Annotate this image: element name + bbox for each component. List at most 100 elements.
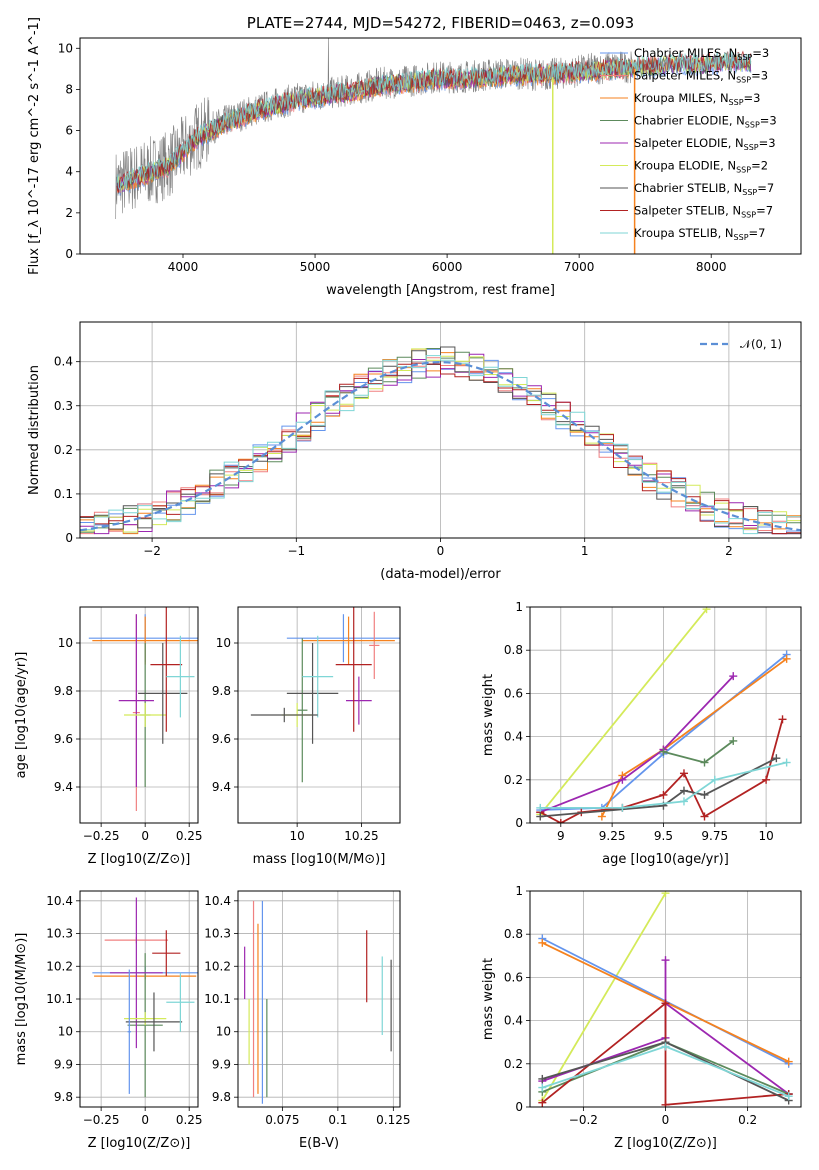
- spectrum-ylabel: Flux [f_λ 10^-17 erg cm^-2 s^-1 A^-1]: [27, 17, 42, 275]
- residuals-ytick-label: 0.4: [54, 355, 73, 369]
- mw_vs_z-xlabel: Z [log10(Z/Z⊙)]: [614, 1136, 717, 1151]
- spectrum-legend-label: Kroupa STELIB, NSSP=7: [634, 226, 765, 242]
- age_vs_z-frame: [79, 606, 199, 824]
- mass_vs_ebv-ytick-label: 10.2: [204, 959, 231, 973]
- mass_vs_ebv-ytick-label: 10.4: [204, 894, 231, 908]
- age_vs_mass-ytick-label: 9.8: [212, 684, 231, 698]
- spectrum-xtick-label: 5000: [300, 260, 331, 274]
- mass_vs_ebv-ytick-label: 10.1: [204, 992, 231, 1006]
- mass_vs_z-ytick-label: 9.9: [54, 1057, 73, 1071]
- mass_vs_z-ylabel: mass [log10(M/M⊙)]: [14, 933, 29, 1066]
- mw_vs_age-xtick-label: 9: [557, 829, 565, 843]
- mw_vs_age-ytick-label: 0.4: [504, 730, 523, 744]
- mw_vs_z-ylabel: mass weight: [481, 958, 496, 1040]
- mass_vs_z-ytick-label: 10: [58, 1025, 73, 1039]
- residuals-ytick-label: 0.3: [54, 399, 73, 413]
- mw_vs_age-ylabel: mass weight: [481, 674, 496, 756]
- spectrum-legend-label: Kroupa ELODIE, NSSP=2: [634, 159, 768, 175]
- mw_vs_age-xtick-label: 9.5: [654, 829, 673, 843]
- spectrum-legend-label: Chabrier ELODIE, NSSP=3: [634, 114, 777, 130]
- mw_vs_age-ytick-label: 1: [515, 600, 523, 614]
- residual-histogram: [80, 355, 801, 535]
- age_vs_mass-xlabel: mass [log10(M/M⊙)]: [253, 852, 386, 867]
- spectrum-legend-label: Salpeter ELODIE, NSSP=3: [634, 136, 776, 152]
- residuals-xtick-label: −2: [143, 544, 161, 558]
- residuals-xtick-label: −1: [287, 544, 305, 558]
- mw_vs_z-frame: [529, 890, 802, 1108]
- age_vs_z-xtick-label: 0: [141, 829, 149, 843]
- age_vs_z-xlabel: Z [log10(Z/Z⊙)]: [88, 852, 191, 867]
- mw_vs_age-xtick-label: 9.25: [599, 829, 626, 843]
- mass_vs_z-frame: [79, 890, 199, 1108]
- age_vs_mass-plot-area: [238, 607, 400, 823]
- mass_vs_ebv-xtick-label: 0.075: [265, 1113, 299, 1127]
- mw_vs_age-frame: [529, 606, 802, 824]
- spectrum-ytick-label: 2: [65, 206, 73, 220]
- mass_vs_z-plot-area: [80, 891, 198, 1107]
- mw_vs_z-xtick-label: −0.2: [569, 1113, 598, 1127]
- spectrum-model-line: [116, 51, 752, 191]
- mw_vs_age-ytick-label: 0.8: [504, 643, 523, 657]
- mw_vs_age-ytick-label: 0.6: [504, 686, 523, 700]
- spectrum-title: PLATE=2744, MJD=54272, FIBERID=0463, z=0…: [247, 14, 634, 32]
- age_vs_mass-ytick-label: 9.6: [212, 732, 231, 746]
- spectrum-legend-label: Chabrier MILES, NSSP=3: [634, 46, 769, 62]
- residuals-frame: [79, 321, 802, 539]
- residuals-xtick-label: 0: [437, 544, 445, 558]
- mw_vs_z-series-line: [541, 892, 667, 1101]
- residuals-xtick-label: 2: [725, 544, 733, 558]
- mw_vs_z-ytick-label: 0.2: [504, 1057, 523, 1071]
- residual-xlabel: (data-model)/error: [380, 567, 501, 582]
- spectrum-ytick-label: 4: [65, 165, 73, 179]
- mass_vs_ebv-ytick-label: 10.3: [204, 927, 231, 941]
- residuals-ytick-label: 0.2: [54, 443, 73, 457]
- spectrum-legend-label: Salpeter MILES, NSSP=3: [634, 69, 768, 85]
- spectrum-ytick-label: 6: [65, 124, 73, 138]
- mw_vs_age-ytick-label: 0: [515, 816, 523, 830]
- mass_vs_ebv-frame: [237, 890, 401, 1108]
- spectrum-xlabel: wavelength [Angstrom, rest frame]: [326, 283, 555, 298]
- mass_vs_ebv-ytick-label: 9.9: [212, 1057, 231, 1071]
- age_vs_mass-ytick-label: 10: [216, 636, 231, 650]
- age_vs_mass-frame: [237, 606, 401, 824]
- mass_vs_z-ytick-label: 9.8: [54, 1090, 73, 1104]
- mw_vs_z-series-line: [541, 1001, 789, 1106]
- spectrum-xtick-label: 8000: [696, 260, 727, 274]
- spectrum-xtick-label: 4000: [168, 260, 199, 274]
- mass_vs_z-xtick-label: 0: [141, 1113, 149, 1127]
- mass_vs_z-xlabel: Z [log10(Z/Z⊙)]: [88, 1136, 191, 1151]
- mass_vs_ebv-plot-area: [238, 891, 400, 1107]
- mw_vs_z-ytick-label: 1: [515, 884, 523, 898]
- spectrum-ytick-label: 8: [65, 82, 73, 96]
- mw_vs_z-ytick-label: 0.8: [504, 927, 523, 941]
- mass_vs_z-ytick-label: 10.1: [46, 992, 73, 1006]
- mw_vs_age-xlabel: age [log10(age/yr)]: [602, 852, 729, 867]
- age_vs_z-ytick-label: 10: [58, 636, 73, 650]
- mass_vs_ebv-ytick-label: 10: [216, 1025, 231, 1039]
- age_vs_z-ytick-label: 9.4: [54, 780, 73, 794]
- mw_vs_z-plot-area: [530, 891, 801, 1107]
- age_vs_z-xtick-label: 0.25: [176, 829, 203, 843]
- age_vs_z-ytick-label: 9.6: [54, 732, 73, 746]
- mass_vs_z-ytick-label: 10.3: [46, 927, 73, 941]
- mw_vs_z-xtick-label: 0: [662, 1113, 670, 1127]
- mw_vs_z-xtick-label: 0.2: [738, 1113, 757, 1127]
- mass_vs_ebv-xtick-label: 0.125: [376, 1113, 410, 1127]
- mass_vs_ebv-xlabel: E(B-V): [299, 1136, 339, 1151]
- mw_vs_z-ytick-label: 0.6: [504, 970, 523, 984]
- residuals-xtick-label: 1: [581, 544, 589, 558]
- mass_vs_ebv-xtick-label: 0.1: [328, 1113, 347, 1127]
- age_vs_mass-ytick-label: 9.4: [212, 780, 231, 794]
- mw_vs_age-xtick-label: 10: [758, 829, 773, 843]
- spectrum-xtick-label: 6000: [432, 260, 463, 274]
- age_vs_mass-xtick-label: 10.25: [344, 829, 378, 843]
- age_vs_z-ytick-label: 9.8: [54, 684, 73, 698]
- residuals-ytick-label: 0: [65, 531, 73, 545]
- mw_vs_age-series-line: [539, 675, 734, 814]
- mw_vs_age-ytick-label: 0.2: [504, 773, 523, 787]
- mw_vs_z-ytick-label: 0.4: [504, 1014, 523, 1028]
- spectrum-ytick-label: 0: [65, 247, 73, 261]
- mass_vs_z-ytick-label: 10.2: [46, 959, 73, 973]
- mass_vs_z-ytick-label: 10.4: [46, 894, 73, 908]
